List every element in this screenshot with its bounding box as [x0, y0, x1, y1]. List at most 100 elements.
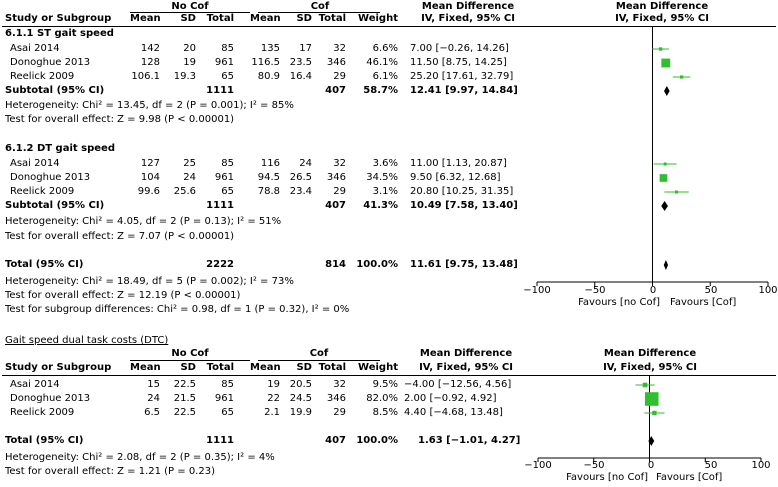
heterogeneity-text: Heterogeneity: Chi² = 4.05, df = 2 (P = …: [5, 216, 282, 227]
ci-text: 9.50 [6.32, 12.68]: [410, 172, 501, 183]
favours-left-label: Favours [no Cof]: [566, 472, 648, 483]
study-name: Reelick 2009: [10, 71, 75, 82]
ci-text: 2.00 [−0.92, 4.92]: [404, 393, 497, 404]
mean1: 106.1: [131, 71, 160, 82]
pooled-diamond: [648, 436, 655, 446]
total1: 961: [214, 57, 234, 68]
total2: 29: [333, 407, 346, 418]
col-header-total2: Total: [318, 13, 346, 24]
group-header-cof: Cof: [309, 348, 329, 359]
mean1: 15: [147, 379, 160, 390]
sd1: 24: [183, 172, 196, 183]
sd1: 22.5: [173, 407, 196, 418]
subgroup-title-dt: 6.1.2 DT gait speed: [5, 143, 115, 154]
study-name: Donoghue 2013: [10, 393, 91, 404]
subtotal-ci: 12.41 [9.97, 14.84]: [410, 85, 518, 96]
total2: 32: [333, 43, 346, 54]
weight: 34.5%: [366, 172, 398, 183]
total1: 65: [221, 186, 234, 197]
ci-text: 4.40 [−4.68, 13.48]: [404, 407, 503, 418]
tick-label: 50: [704, 460, 718, 471]
sd2: 24: [299, 158, 312, 169]
total1: 65: [221, 71, 234, 82]
col-header-ci: IV, Fixed, 95% CI: [419, 362, 513, 373]
total2: 29: [333, 71, 346, 82]
tick-label: 0: [649, 285, 657, 296]
total2: 32: [333, 158, 346, 169]
study-marker: [680, 75, 684, 79]
tick-label: 50: [704, 285, 718, 296]
weight: 6.6%: [372, 43, 398, 54]
col-header-total1: Total: [206, 362, 234, 373]
group-underline-cof: [258, 360, 380, 361]
mean1: 142: [140, 43, 160, 54]
sd2: 26.5: [289, 172, 312, 183]
total1: 961: [214, 172, 234, 183]
total2: 346: [326, 393, 346, 404]
col-header-mean-difference: Mean Difference: [421, 1, 515, 12]
sd2: 23.4: [289, 186, 312, 197]
ci-text: 11.50 [8.75, 14.25]: [410, 57, 507, 68]
plot-header-mean-difference: Mean Difference: [615, 1, 709, 12]
study-name: Asai 2014: [10, 43, 60, 54]
sd2: 20.5: [289, 379, 312, 390]
total-ci: 11.61 [9.75, 13.48]: [410, 259, 518, 270]
study-name: Donoghue 2013: [10, 172, 91, 183]
total-ci: 1.63 [−1.01, 4.27]: [418, 435, 521, 446]
mean2: 19: [267, 379, 280, 390]
col-header-mean1: Mean: [130, 362, 161, 373]
tick-label: −50: [583, 460, 605, 471]
col-header-weight: Weight: [358, 13, 398, 24]
study-name: Reelick 2009: [10, 407, 75, 418]
study-marker: [659, 174, 668, 182]
mean2: 80.9: [257, 71, 280, 82]
subtotal-n1: 1111: [206, 85, 234, 96]
study-name: Asai 2014: [10, 158, 60, 169]
col-header-total2: Total: [318, 362, 346, 373]
ci-text: −4.00 [−12.56, 4.56]: [404, 379, 512, 390]
mean2: 2.1: [264, 407, 280, 418]
heterogeneity-text: Heterogeneity: Chi² = 2.08, df = 2 (P = …: [5, 452, 275, 463]
subtotal-weight: 41.3%: [363, 200, 398, 211]
mean2: 116: [260, 158, 280, 169]
tick-label: −100: [524, 460, 552, 471]
weight: 46.1%: [366, 57, 398, 68]
pooled-diamond: [664, 86, 670, 96]
subtotal-weight: 58.7%: [363, 85, 398, 96]
ci-text: 11.00 [1.13, 20.87]: [410, 158, 507, 169]
study-name: Asai 2014: [10, 379, 60, 390]
study-name: Reelick 2009: [10, 186, 75, 197]
overall-effect-text: Test for overall effect: Z = 1.21 (P = 0…: [5, 466, 215, 477]
mean1: 128: [140, 57, 160, 68]
col-header-total1: Total: [206, 13, 234, 24]
group-header-no-cof: No Cof: [171, 1, 209, 12]
col-header-weight: Weight: [358, 362, 398, 373]
tick-label: 100: [758, 285, 778, 296]
study-marker: [642, 382, 648, 388]
heterogeneity-text: Heterogeneity: Chi² = 13.45, df = 2 (P =…: [5, 100, 294, 111]
total1: 85: [221, 158, 234, 169]
group-header-no-cof: No Cof: [171, 348, 209, 359]
col-header-sd1: SD: [180, 362, 196, 373]
top-forest-plot: [536, 27, 769, 286]
mean1: 99.6: [137, 186, 160, 197]
subtotal-n1: 1111: [206, 200, 234, 211]
total2: 346: [326, 57, 346, 68]
study-marker: [644, 392, 659, 406]
tick-label: 100: [751, 460, 771, 471]
ci-text: 25.20 [17.61, 32.79]: [410, 71, 514, 82]
total-n2: 407: [325, 435, 346, 446]
overall-effect-text: Test for overall effect: Z = 9.98 (P < 0…: [5, 114, 235, 125]
subtotal-label: Subtotal (95% CI): [5, 85, 105, 96]
total2: 29: [333, 186, 346, 197]
mean2: 135: [260, 43, 280, 54]
subgroup-title-st: 6.1.1 ST gait speed: [5, 28, 114, 39]
total2: 32: [333, 379, 346, 390]
favours-left-label: Favours [no Cof]: [578, 297, 660, 308]
col-header-mean-difference: Mean Difference: [419, 348, 513, 359]
mean2: 22: [267, 393, 280, 404]
plot-header-ci: IV, Fixed, 95% CI: [603, 362, 697, 373]
total-effect-text: Test for overall effect: Z = 12.19 (P < …: [5, 290, 241, 301]
ci-text: 7.00 [−0.26, 14.26]: [410, 43, 509, 54]
favours-right-label: Favours [Cof]: [670, 297, 737, 308]
